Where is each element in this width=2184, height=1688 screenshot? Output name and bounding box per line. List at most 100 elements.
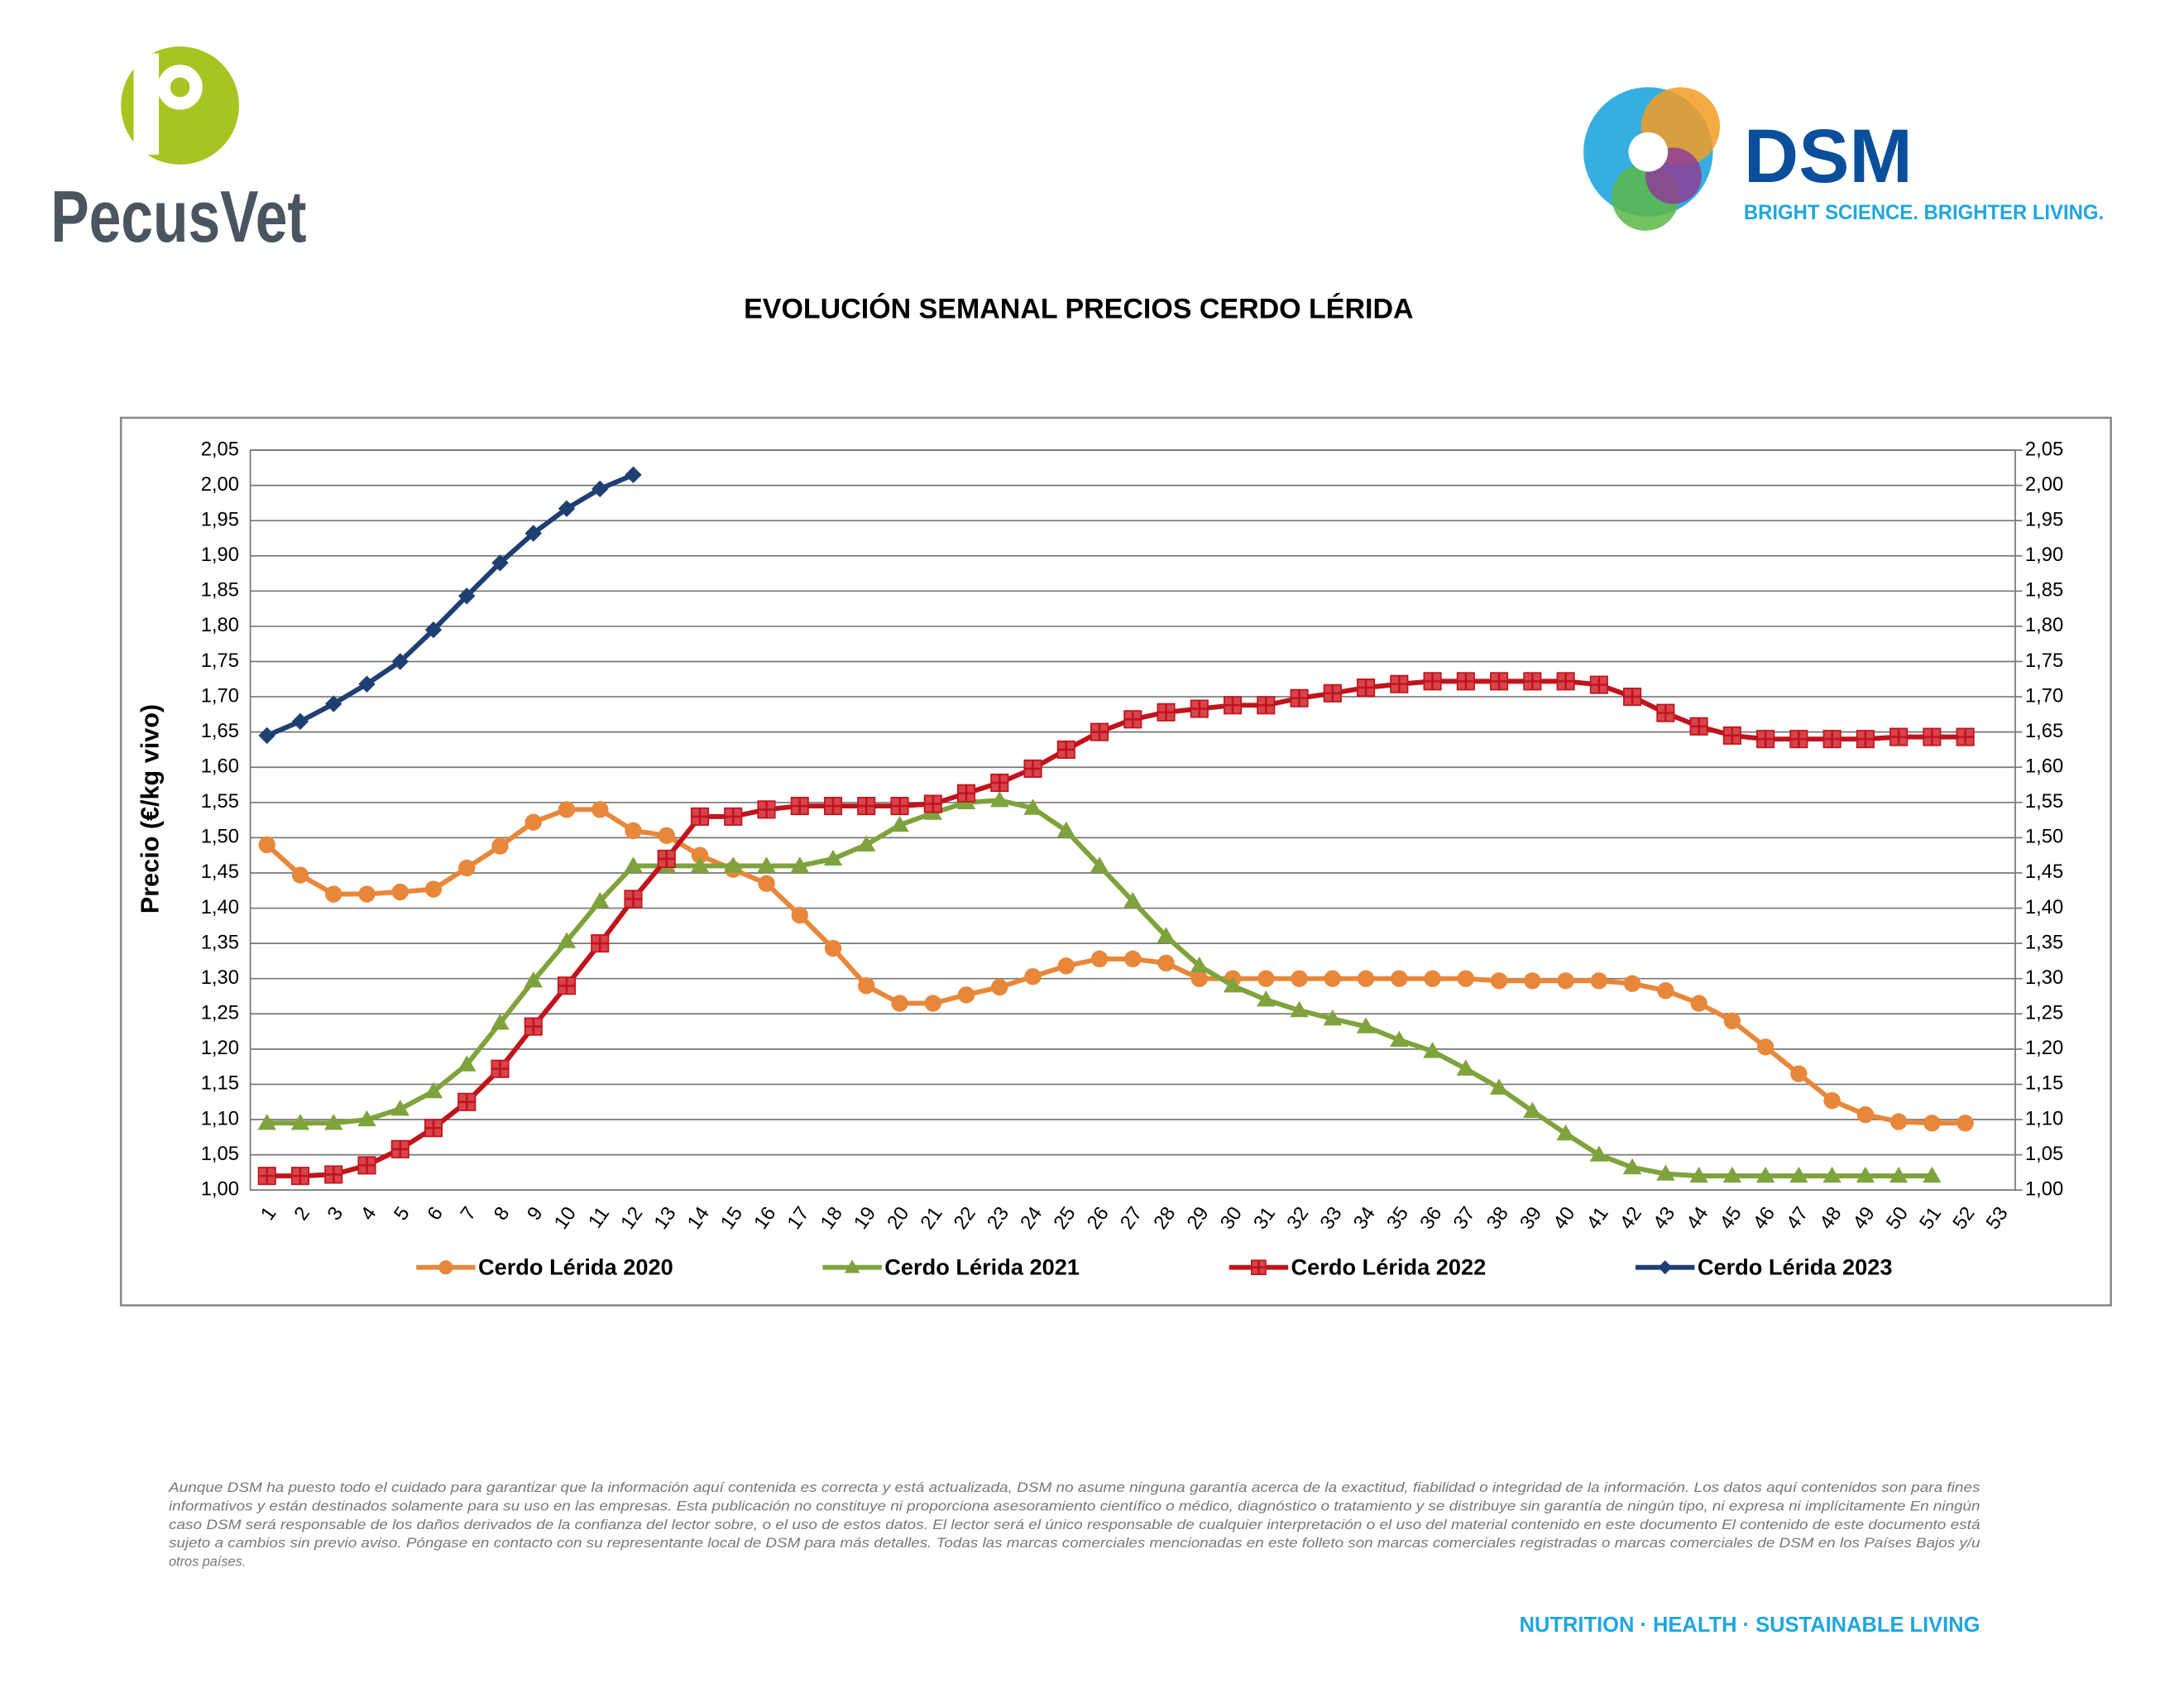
marker xyxy=(657,849,676,868)
marker-cross xyxy=(1224,697,1242,714)
marker xyxy=(1524,972,1541,990)
marker-cross xyxy=(1723,727,1741,745)
marker xyxy=(1856,1166,1875,1183)
marker-cross xyxy=(391,1140,409,1158)
marker xyxy=(1923,1115,1941,1132)
dsm-logo: DSM BRIGHT SCIENCE. BRIGHTER LIVING. xyxy=(1583,87,2104,231)
y-tick-label: 2,00 xyxy=(201,473,239,496)
marker xyxy=(1889,727,1909,746)
marker xyxy=(1822,730,1842,749)
marker xyxy=(491,837,509,855)
marker-cross xyxy=(1590,676,1608,693)
marker-cross xyxy=(924,795,941,813)
marker xyxy=(1290,688,1309,707)
marker-cross xyxy=(1790,730,1808,748)
marker-cross xyxy=(625,890,642,908)
marker xyxy=(823,849,843,866)
marker xyxy=(390,1139,410,1158)
marker xyxy=(558,801,576,818)
y2-tick-label: 1,65 xyxy=(2025,720,2063,742)
y2-tick-label: 1,75 xyxy=(2025,650,2063,672)
y-tick-label: 1,85 xyxy=(201,579,239,602)
marker-cross xyxy=(1756,730,1774,748)
y2-tick-label: 1,35 xyxy=(2025,931,2063,953)
marker xyxy=(1889,1166,1909,1183)
marker xyxy=(1889,1113,1908,1130)
marker xyxy=(890,797,909,816)
marker-cross xyxy=(258,1167,275,1185)
marker xyxy=(458,859,476,877)
marker xyxy=(1489,1078,1509,1095)
marker xyxy=(1856,1105,1875,1124)
y2-tick-label: 1,40 xyxy=(2025,896,2063,918)
legend-label: Cerdo Lérida 2022 xyxy=(1291,1254,1487,1280)
marker xyxy=(1423,672,1442,691)
marker xyxy=(1658,1260,1673,1275)
marker-cross xyxy=(1090,723,1109,741)
marker-cross xyxy=(725,808,742,826)
marker xyxy=(457,1092,477,1111)
marker xyxy=(291,866,309,884)
marker xyxy=(1157,927,1176,943)
marker xyxy=(424,1119,443,1138)
y2-tick-label: 1,90 xyxy=(2025,544,2063,566)
marker xyxy=(757,800,776,819)
marker-cross xyxy=(1823,730,1841,748)
marker xyxy=(758,875,775,892)
marker xyxy=(1523,672,1542,691)
marker xyxy=(1755,1166,1775,1183)
chart-title: EVOLUCIÓN SEMANAL PRECIOS CERDO LÉRIDA xyxy=(744,294,1413,325)
y-tick-label: 1,25 xyxy=(201,1002,239,1024)
y2-tick-label: 1,85 xyxy=(2025,579,2063,602)
legend-item: Cerdo Lérida 2021 xyxy=(822,1254,1080,1280)
disclaimer-line: sujeto a cambios sin previo aviso. Pónga… xyxy=(169,1536,1980,1551)
marker xyxy=(1251,1259,1267,1276)
marker xyxy=(257,1167,276,1186)
y2-tick-label: 1,50 xyxy=(2025,826,2063,848)
y2-tick-label: 1,10 xyxy=(2025,1107,2063,1129)
marker xyxy=(991,978,1008,996)
marker xyxy=(391,883,409,901)
y2-tick-label: 1,00 xyxy=(2025,1177,2063,1200)
marker xyxy=(1523,1101,1542,1118)
marker xyxy=(1689,1166,1708,1183)
marker xyxy=(1057,957,1075,975)
y-tick-label: 1,45 xyxy=(201,861,239,883)
marker-cross xyxy=(658,850,675,868)
logo-text: DSM xyxy=(1744,114,1913,199)
marker xyxy=(258,727,275,745)
marker xyxy=(591,934,610,953)
marker-cross xyxy=(1124,711,1142,728)
marker-cross xyxy=(791,797,808,815)
marker xyxy=(1956,727,1975,746)
series-line xyxy=(266,472,635,738)
y-tick-label: 1,65 xyxy=(201,720,239,742)
marker xyxy=(1257,970,1275,987)
y2-tick-label: 1,25 xyxy=(2025,1002,2063,1024)
marker xyxy=(790,797,809,816)
y-tick-label: 1,60 xyxy=(201,755,239,778)
marker xyxy=(1291,970,1308,987)
marker xyxy=(357,1156,376,1175)
marker xyxy=(1956,1115,1974,1132)
marker-cross xyxy=(1524,673,1541,690)
y-tick-label: 1,40 xyxy=(201,896,239,918)
marker-cross xyxy=(1291,689,1308,707)
marker xyxy=(1789,730,1808,749)
marker xyxy=(1923,1166,1942,1183)
y-axis-label: Precio (€/kg vivo) xyxy=(136,704,165,914)
marker xyxy=(1789,1166,1808,1183)
marker xyxy=(1123,891,1142,909)
marker xyxy=(1423,1042,1442,1058)
marker xyxy=(290,1114,310,1130)
marker xyxy=(591,891,610,909)
marker-cross xyxy=(1057,741,1075,759)
marker xyxy=(1556,672,1575,691)
marker xyxy=(890,815,909,832)
legend-item: Cerdo Lérida 2020 xyxy=(416,1254,673,1280)
marker xyxy=(956,784,976,803)
marker xyxy=(1756,1038,1774,1056)
marker xyxy=(1756,730,1775,749)
marker xyxy=(625,822,642,840)
marker-cross xyxy=(891,797,908,815)
